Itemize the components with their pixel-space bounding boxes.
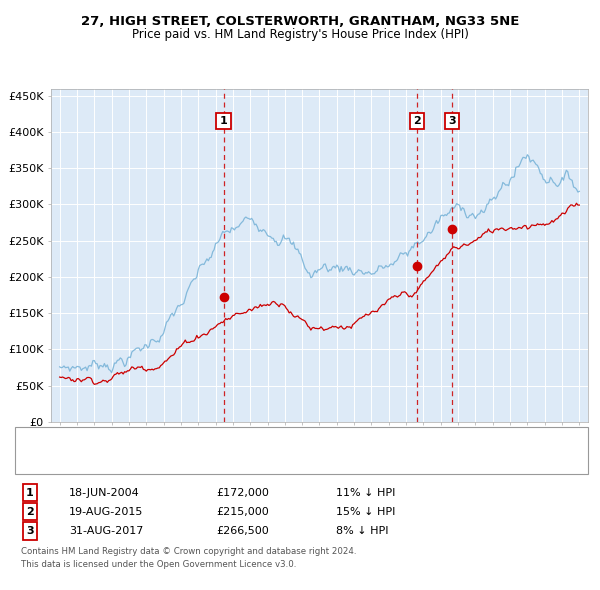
Text: This data is licensed under the Open Government Licence v3.0.: This data is licensed under the Open Gov… [21, 560, 296, 569]
Text: 3: 3 [26, 526, 34, 536]
Text: 3: 3 [448, 116, 456, 126]
Text: 31-AUG-2017: 31-AUG-2017 [69, 526, 143, 536]
Text: Contains HM Land Registry data © Crown copyright and database right 2024.: Contains HM Land Registry data © Crown c… [21, 547, 356, 556]
Text: 1: 1 [220, 116, 227, 126]
Text: 2: 2 [413, 116, 421, 126]
Text: £172,000: £172,000 [216, 488, 269, 497]
Text: 1: 1 [26, 488, 34, 497]
Text: 27, HIGH STREET, COLSTERWORTH, GRANTHAM, NG33 5NE: 27, HIGH STREET, COLSTERWORTH, GRANTHAM,… [81, 15, 519, 28]
Text: 18-JUN-2004: 18-JUN-2004 [69, 488, 140, 497]
Text: 15% ↓ HPI: 15% ↓ HPI [336, 507, 395, 516]
Text: 27, HIGH STREET, COLSTERWORTH, GRANTHAM, NG33 5NE (detached house): 27, HIGH STREET, COLSTERWORTH, GRANTHAM,… [78, 434, 464, 443]
Text: Price paid vs. HM Land Registry's House Price Index (HPI): Price paid vs. HM Land Registry's House … [131, 28, 469, 41]
Text: £215,000: £215,000 [216, 507, 269, 516]
Text: 8% ↓ HPI: 8% ↓ HPI [336, 526, 389, 536]
Text: 19-AUG-2015: 19-AUG-2015 [69, 507, 143, 516]
Text: £266,500: £266,500 [216, 526, 269, 536]
Text: HPI: Average price, detached house, South Kesteven: HPI: Average price, detached house, Sout… [78, 455, 340, 465]
Text: 11% ↓ HPI: 11% ↓ HPI [336, 488, 395, 497]
Text: 2: 2 [26, 507, 34, 516]
